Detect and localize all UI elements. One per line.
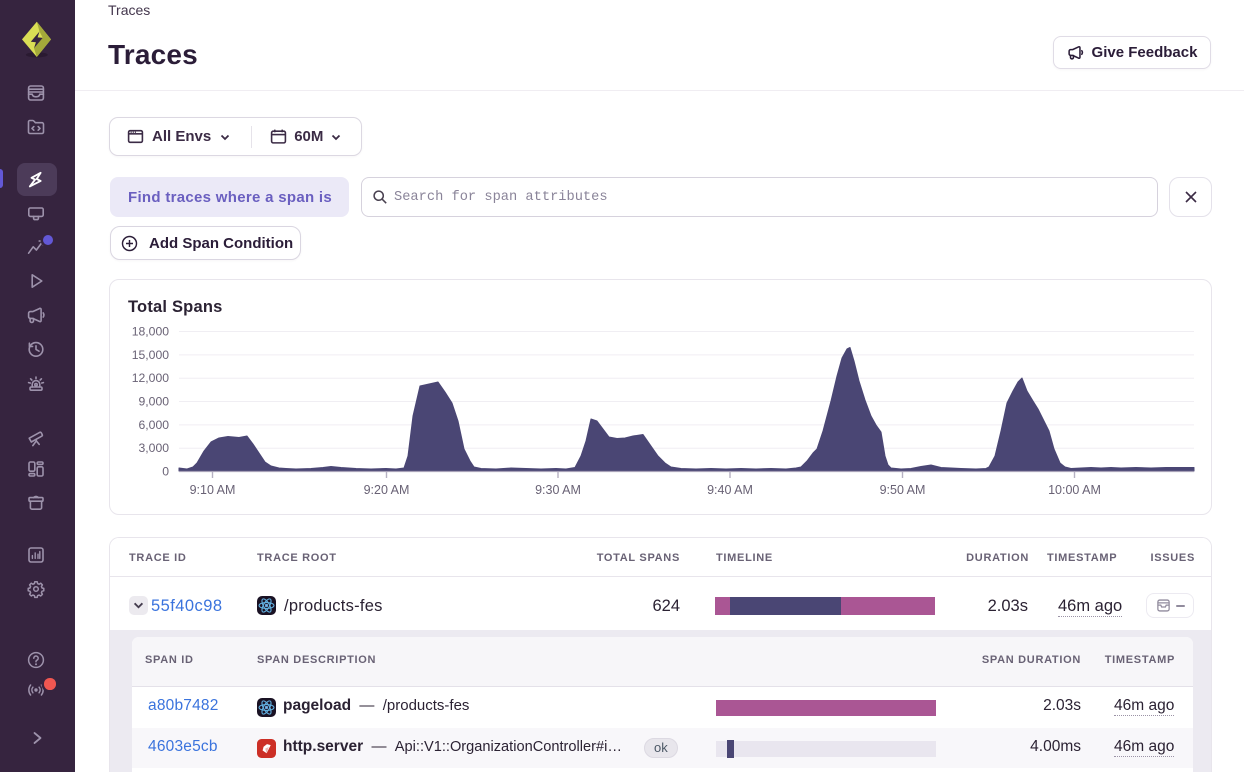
- svg-text:9:20 AM: 9:20 AM: [364, 483, 410, 497]
- svg-text:15,000: 15,000: [132, 348, 169, 362]
- svg-text:10:00 AM: 10:00 AM: [1048, 483, 1101, 497]
- svg-text:9,000: 9,000: [139, 395, 170, 409]
- svg-text:18,000: 18,000: [132, 325, 169, 339]
- svg-text:9:10 AM: 9:10 AM: [190, 483, 236, 497]
- svg-text:6,000: 6,000: [139, 418, 170, 432]
- svg-text:0: 0: [162, 465, 169, 479]
- svg-text:9:30 AM: 9:30 AM: [535, 483, 581, 497]
- svg-text:9:50 AM: 9:50 AM: [880, 483, 926, 497]
- svg-text:9:40 AM: 9:40 AM: [707, 483, 753, 497]
- svg-text:3,000: 3,000: [139, 441, 170, 455]
- svg-text:12,000: 12,000: [132, 371, 169, 385]
